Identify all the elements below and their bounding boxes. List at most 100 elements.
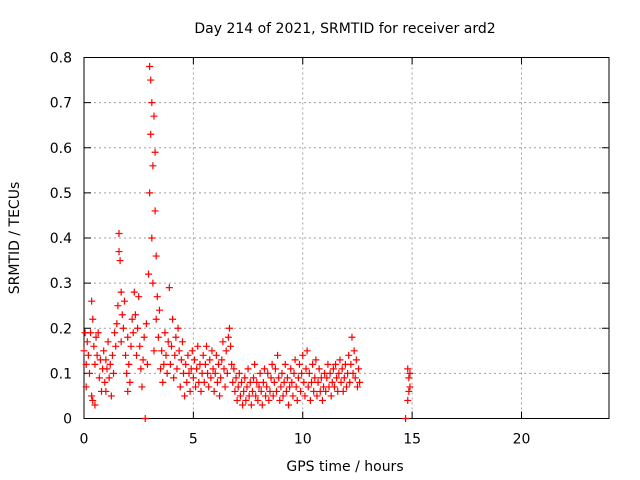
data-point (190, 356, 198, 364)
data-point (281, 360, 289, 368)
data-point (183, 378, 191, 386)
axis-ticks (83, 57, 609, 419)
data-point (227, 342, 235, 350)
data-point (185, 369, 193, 377)
data-point (303, 347, 311, 355)
data-point (328, 378, 336, 386)
data-point (150, 347, 158, 355)
data-point (348, 333, 356, 341)
data-point (257, 387, 265, 395)
data-point (216, 392, 224, 400)
data-point (94, 329, 102, 337)
data-point (151, 148, 159, 156)
data-point (199, 351, 207, 359)
data-point (141, 415, 149, 422)
data-point (106, 360, 114, 368)
data-point (300, 378, 308, 386)
y-tick-label: 0.5 (50, 186, 72, 202)
data-point (258, 401, 266, 409)
data-point (118, 311, 126, 319)
data-point (159, 378, 167, 386)
data-point (88, 392, 96, 400)
data-point (278, 369, 286, 377)
data-point (251, 360, 259, 368)
data-point (151, 207, 159, 215)
data-point (259, 378, 267, 386)
data-point (285, 401, 293, 409)
data-point (353, 383, 361, 391)
data-point (82, 360, 90, 368)
data-point (338, 365, 346, 373)
y-tick-label: 0.4 (50, 231, 72, 247)
data-point (161, 329, 169, 337)
data-point (332, 360, 340, 368)
data-point (186, 387, 194, 395)
data-point (153, 293, 161, 301)
y-tick-label: 0 (63, 412, 72, 428)
data-point (262, 392, 270, 400)
data-point (146, 63, 154, 71)
data-point (271, 365, 279, 373)
data-point (221, 383, 229, 391)
data-point (149, 162, 157, 170)
data-point (189, 374, 197, 382)
data-point (171, 351, 179, 359)
data-point (292, 383, 300, 391)
data-point (143, 360, 151, 368)
data-point (211, 369, 219, 377)
data-point (172, 333, 180, 341)
data-point (244, 365, 252, 373)
data-point (279, 392, 287, 400)
data-point (402, 415, 410, 422)
data-point (309, 360, 317, 368)
y-axis-title: SRMTID / TECUs (7, 182, 23, 295)
data-point (268, 360, 276, 368)
data-point (111, 329, 119, 337)
data-point (406, 369, 414, 377)
data-point (91, 360, 99, 368)
data-point (267, 374, 275, 382)
data-point (184, 351, 192, 359)
data-point (290, 369, 298, 377)
data-point (275, 374, 283, 382)
data-point (82, 383, 90, 391)
data-point (238, 378, 245, 386)
data-point (178, 338, 186, 346)
data-point (210, 387, 218, 395)
data-point (149, 279, 157, 287)
data-point (160, 360, 168, 368)
data-point (102, 356, 110, 364)
x-tick-label: 15 (403, 432, 421, 448)
data-point (322, 387, 330, 395)
data-point (247, 401, 255, 409)
data-point (312, 356, 320, 364)
data-point (114, 302, 122, 310)
y-tick-label: 0.3 (50, 276, 72, 292)
data-point (250, 374, 258, 382)
data-point (138, 383, 146, 391)
data-point (100, 347, 108, 355)
data-point (295, 360, 303, 368)
data-point (112, 342, 120, 350)
data-point (207, 374, 215, 382)
data-point (128, 315, 136, 323)
data-point (260, 365, 268, 373)
data-point (90, 342, 98, 350)
data-point (142, 320, 150, 328)
y-tick-label: 0.1 (50, 366, 72, 382)
data-point (406, 383, 414, 391)
data-point (291, 356, 299, 364)
data-point (337, 378, 345, 386)
data-point (269, 392, 277, 400)
data-point (276, 396, 284, 404)
data-point (293, 396, 301, 404)
data-point (346, 378, 354, 386)
data-point (355, 365, 363, 373)
data-point (323, 374, 331, 382)
data-point (123, 369, 131, 377)
data-point (282, 387, 290, 395)
data-point (135, 293, 143, 301)
data-point (252, 392, 260, 400)
data-point (324, 360, 332, 368)
x-tick-label: 0 (80, 432, 89, 448)
